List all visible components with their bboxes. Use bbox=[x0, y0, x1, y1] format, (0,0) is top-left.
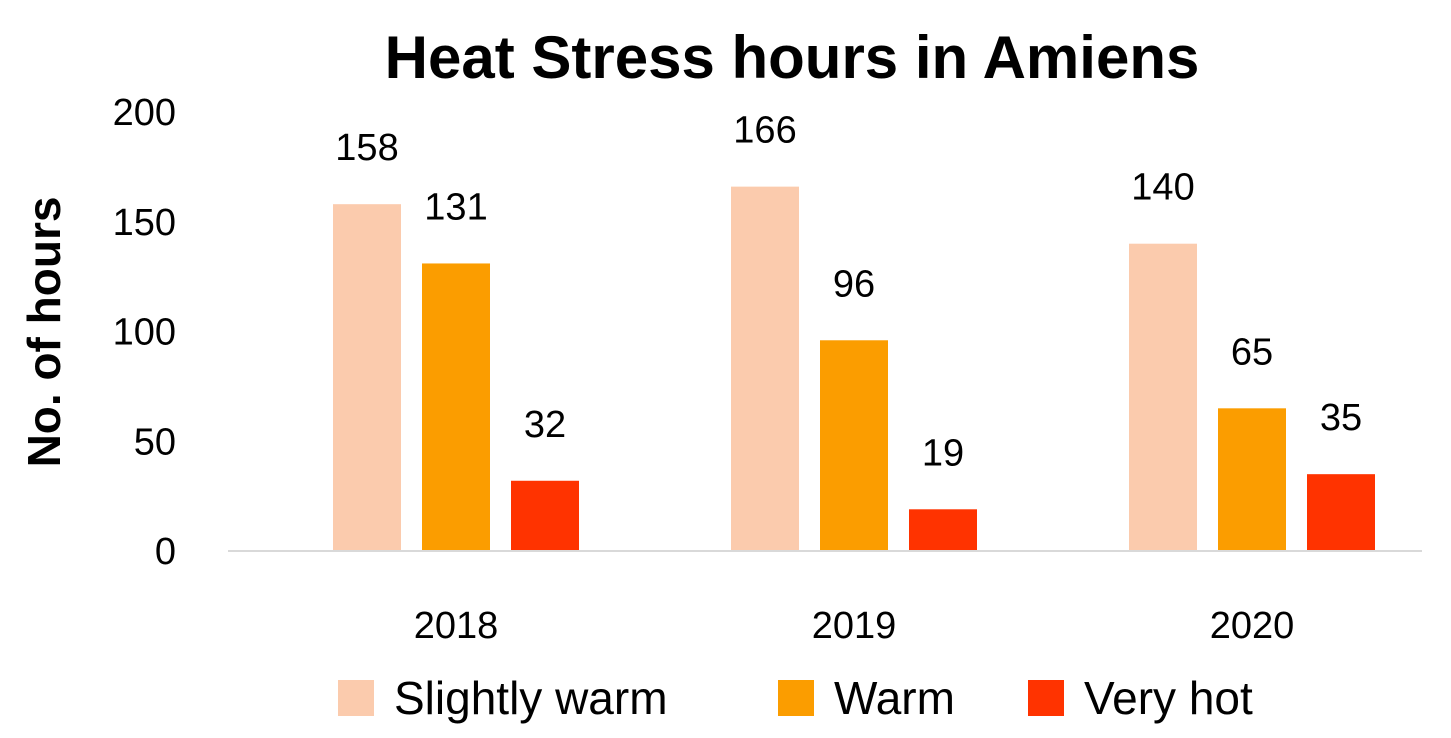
data-label: 19 bbox=[922, 432, 964, 474]
x-tick-label: 2019 bbox=[812, 605, 897, 647]
x-tick-label: 2018 bbox=[414, 605, 499, 647]
legend-swatch bbox=[338, 680, 374, 716]
x-tick-label: 2020 bbox=[1210, 605, 1295, 647]
data-label: 158 bbox=[335, 127, 398, 169]
chart-title: Heat Stress hours in Amiens bbox=[385, 24, 1200, 91]
data-label: 65 bbox=[1231, 331, 1273, 373]
bars bbox=[333, 186, 1375, 551]
bar-2018-warm bbox=[422, 263, 490, 551]
bar-2019-slightly-warm bbox=[731, 186, 799, 551]
bar-2019-warm bbox=[820, 340, 888, 551]
legend-swatch bbox=[778, 680, 814, 716]
legend-swatch bbox=[1028, 680, 1064, 716]
data-label: 166 bbox=[733, 110, 796, 152]
legend-label: Very hot bbox=[1084, 672, 1253, 724]
bar-2020-very-hot bbox=[1307, 474, 1375, 551]
y-tick-label: 100 bbox=[113, 312, 176, 354]
legend-label: Slightly warm bbox=[394, 672, 668, 724]
data-label: 131 bbox=[424, 186, 487, 228]
data-labels: 158 131 32 166 96 19 140 65 35 bbox=[335, 110, 1362, 475]
y-tick-label: 150 bbox=[113, 202, 176, 244]
y-tick-label: 50 bbox=[134, 421, 176, 463]
x-axis-ticks: 2018 2019 2020 bbox=[414, 605, 1295, 647]
data-label: 32 bbox=[524, 404, 566, 446]
bar-2018-slightly-warm bbox=[333, 204, 401, 551]
data-label: 35 bbox=[1320, 397, 1362, 439]
y-tick-label: 200 bbox=[113, 92, 176, 134]
legend: Slightly warm Warm Very hot bbox=[338, 672, 1253, 724]
legend-label: Warm bbox=[834, 672, 955, 724]
data-label: 96 bbox=[833, 263, 875, 305]
y-tick-label: 0 bbox=[155, 531, 176, 573]
data-label: 140 bbox=[1131, 167, 1194, 209]
y-axis-ticks: 0 50 100 150 200 bbox=[113, 92, 176, 573]
bar-2019-very-hot bbox=[909, 509, 977, 551]
bar-2020-slightly-warm bbox=[1129, 243, 1197, 551]
bar-2018-very-hot bbox=[511, 480, 579, 551]
bar-2020-warm bbox=[1218, 408, 1286, 551]
y-axis-label: No. of hours bbox=[18, 197, 70, 468]
